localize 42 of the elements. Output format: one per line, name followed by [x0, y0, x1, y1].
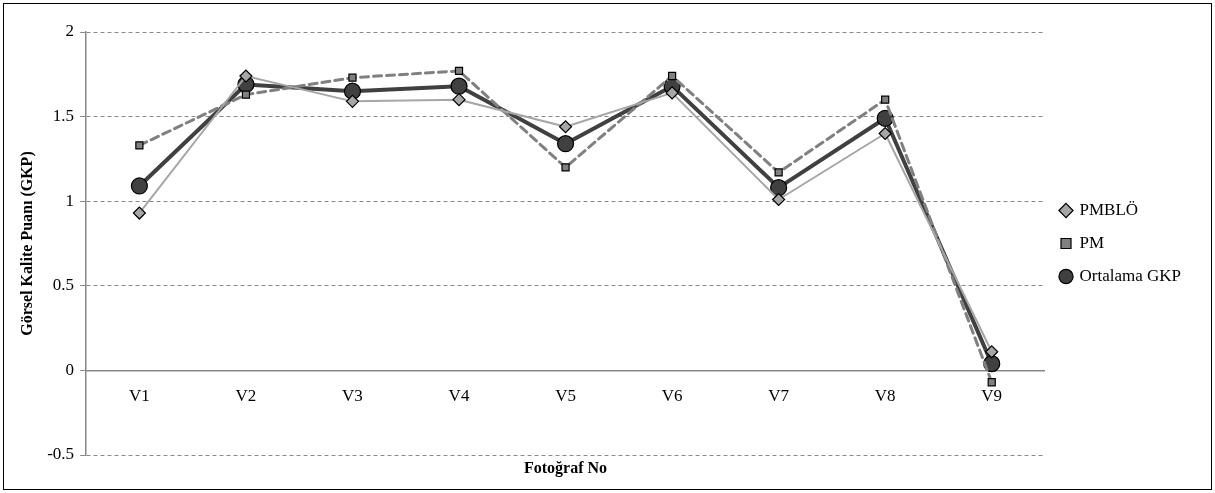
point: [985, 345, 999, 359]
point: [881, 95, 890, 104]
point: [450, 77, 468, 95]
legend-label: PM: [1079, 232, 1105, 252]
point: [345, 94, 360, 108]
x-tick-label: V8: [874, 386, 896, 406]
point: [556, 135, 575, 153]
x-tick-label: V7: [768, 386, 790, 406]
point: [770, 179, 788, 197]
point: [135, 141, 144, 150]
point: [454, 66, 464, 76]
x-tick-label: V5: [555, 386, 576, 406]
legend-label: PMBLÖ: [1079, 199, 1139, 219]
point: [348, 73, 357, 82]
y-tick-label: 1: [65, 190, 75, 210]
y-tick-label: 0: [65, 359, 75, 379]
point: [987, 378, 996, 387]
point: [665, 86, 679, 100]
point: [774, 168, 783, 177]
point: [130, 177, 148, 195]
y-axis-title: Görsel Kalite Puanı (GKP): [17, 151, 36, 336]
x-tick-label: V1: [128, 386, 150, 406]
point: [132, 206, 146, 220]
point: [558, 120, 573, 134]
legend-label: Ortalama GKP: [1079, 265, 1182, 285]
y-tick-label: 0.5: [52, 275, 75, 295]
point: [561, 163, 570, 172]
x-tick-label: V3: [342, 386, 363, 406]
point: [241, 90, 251, 99]
x-tick-label: V4: [448, 386, 470, 406]
point: [878, 126, 892, 141]
point: [239, 69, 253, 83]
y-tick-label: 1.5: [52, 106, 75, 126]
y-tick-label: 2: [65, 21, 75, 41]
point: [667, 71, 677, 81]
x-tick-label: V9: [981, 386, 1003, 406]
x-axis-title: Fotoğraf No: [524, 459, 608, 478]
point: [452, 93, 466, 107]
x-tick-label: V2: [235, 386, 257, 406]
point: [772, 192, 786, 207]
y-tick-label: -0.5: [47, 444, 75, 464]
x-tick-label: V6: [661, 386, 683, 406]
